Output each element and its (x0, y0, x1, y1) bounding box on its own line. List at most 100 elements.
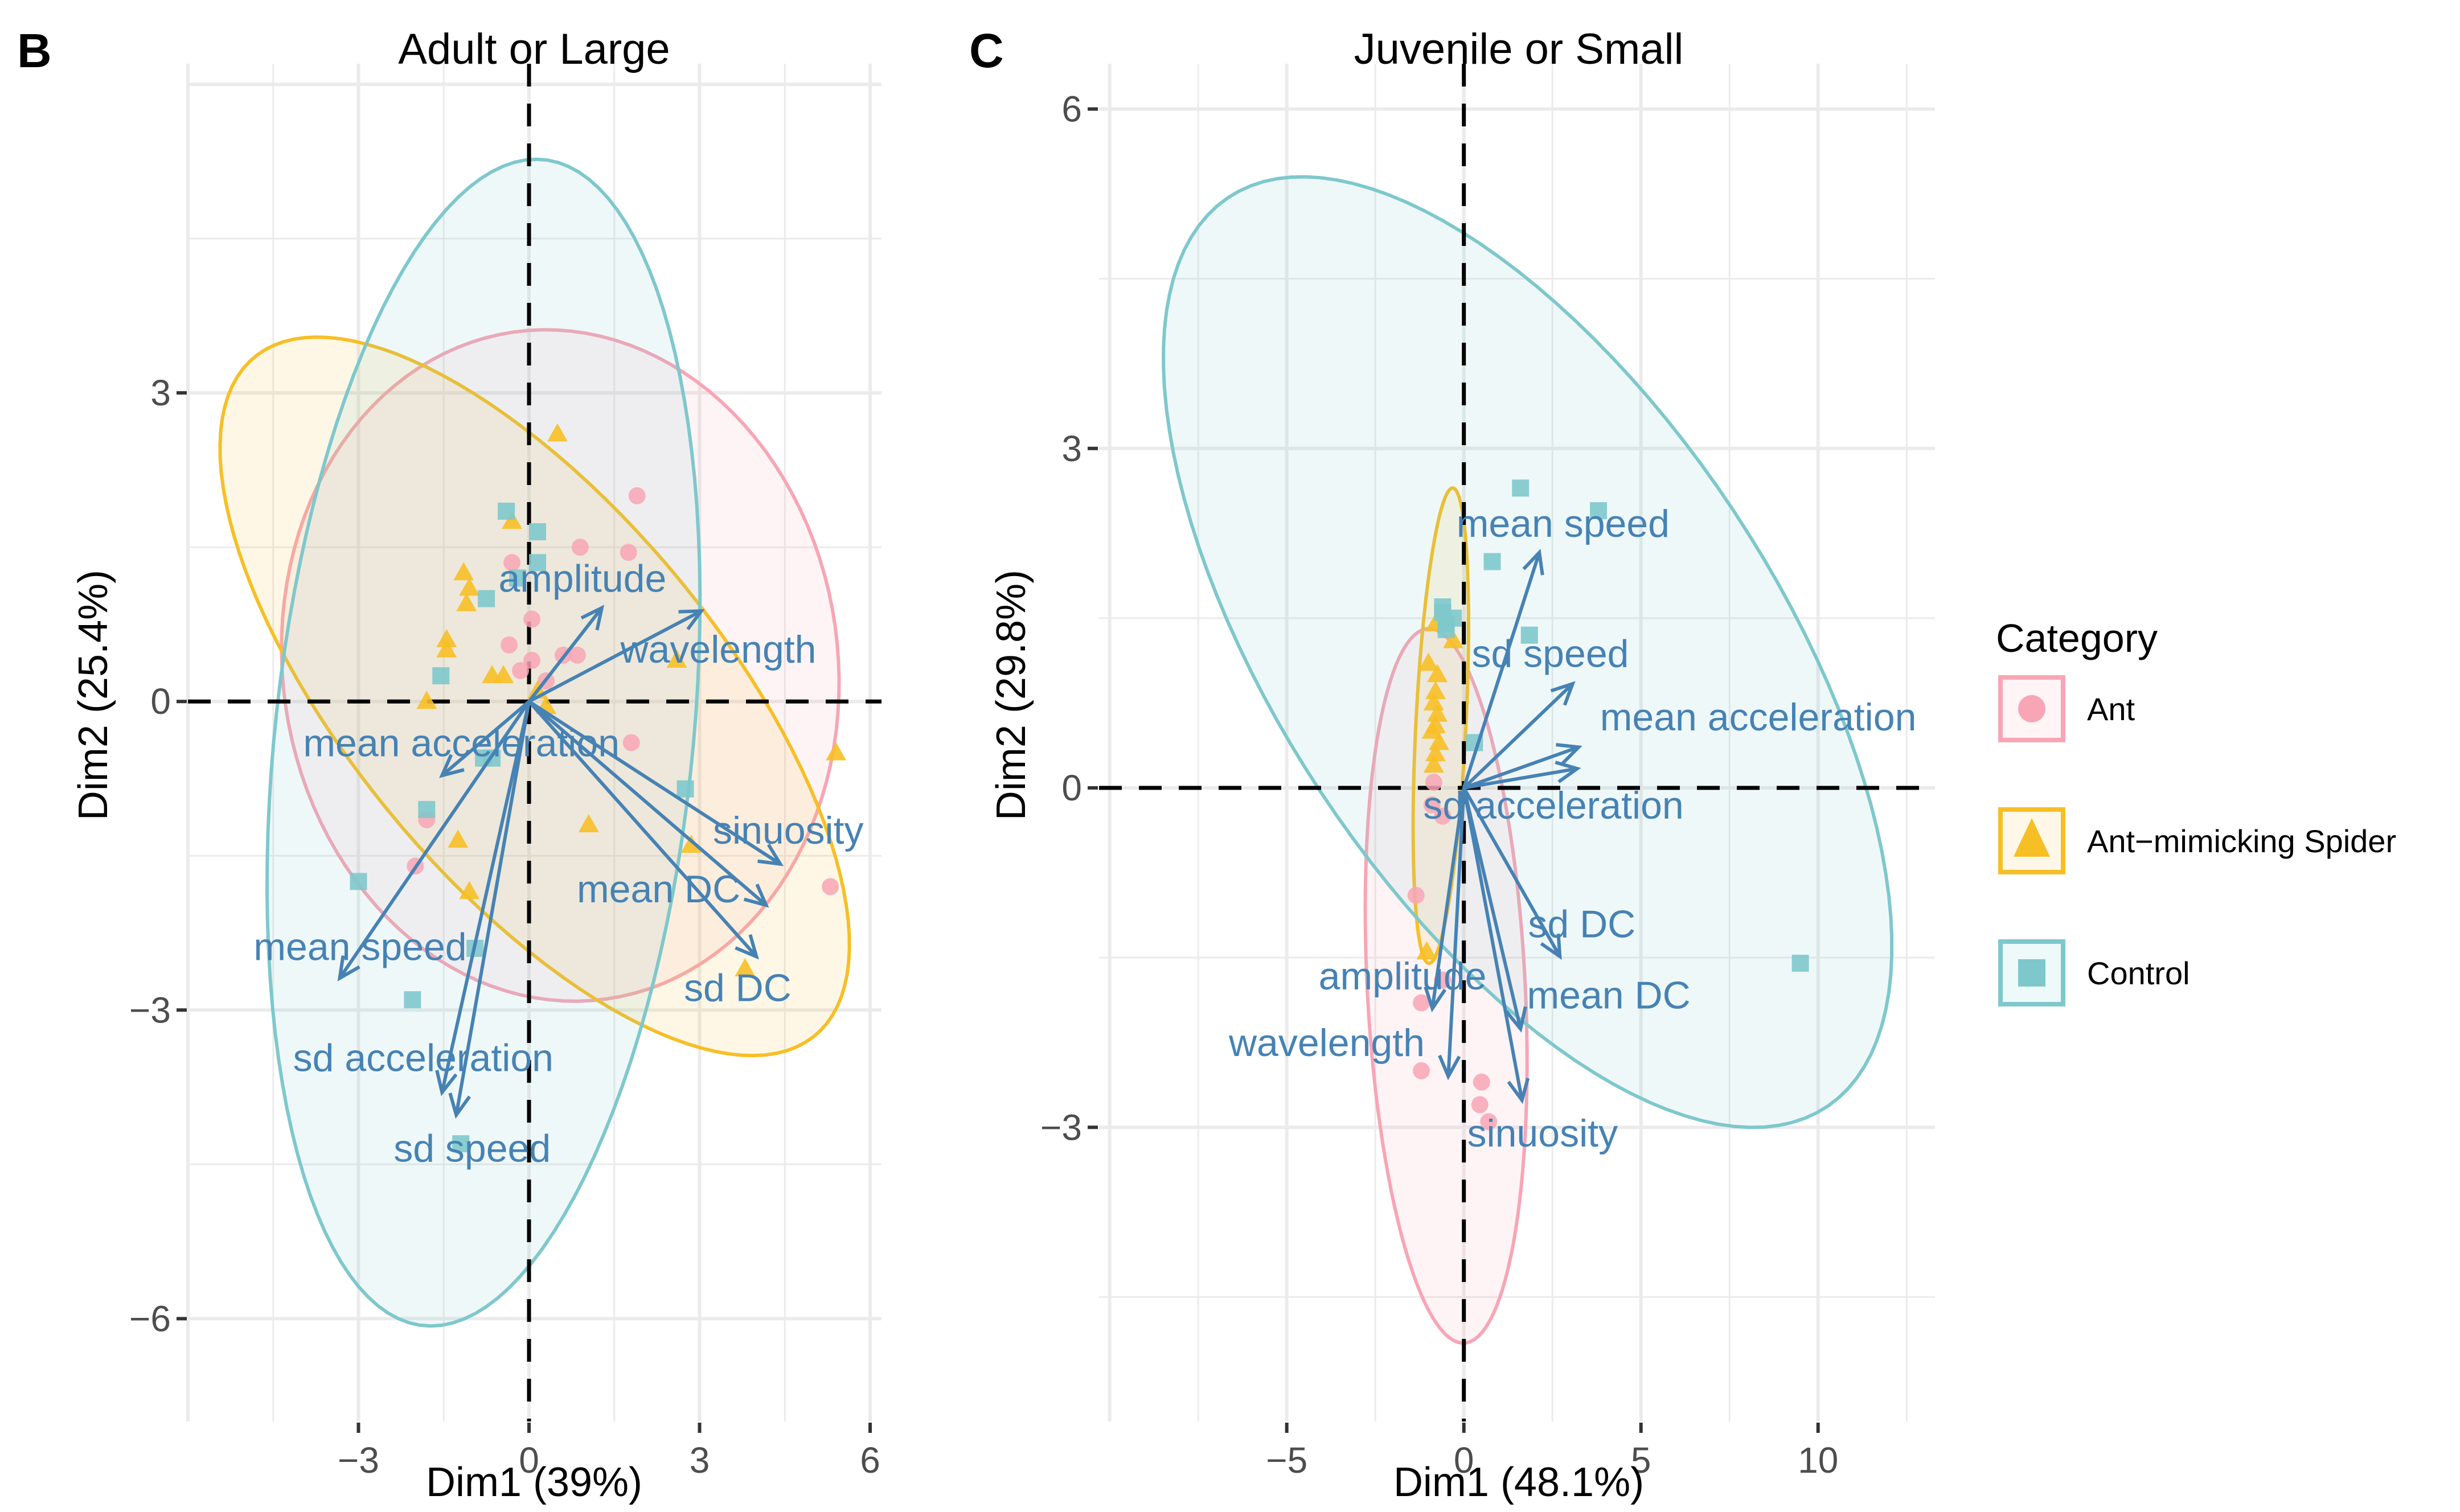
y-tick-label: 0 (1061, 767, 1082, 808)
arrow-sd-acceleration (440, 701, 531, 1093)
point-ant-mimicking-spider (502, 511, 523, 529)
arrow-sd-dc (1462, 787, 1561, 958)
arrow-sd-acceleration (1463, 767, 1578, 790)
point-ant-mimicking-spider (547, 423, 568, 442)
point-ant (503, 554, 521, 572)
point-ant-mimicking-spider (459, 577, 480, 596)
ellipses-c (1162, 175, 1894, 1345)
arrowhead-mean-speed (337, 955, 360, 981)
point-control (478, 590, 495, 607)
point-control (1590, 502, 1608, 520)
variable-label-sd-acceleration: sd acceleration (293, 1036, 554, 1079)
arrowhead-sd-speed (448, 1092, 472, 1119)
y-tick-label: 0 (150, 681, 171, 722)
panel-title-b: Adult or Large (398, 25, 670, 73)
x-tick-label: −3 (338, 1440, 379, 1481)
y-tick-label: −3 (129, 989, 171, 1030)
arrowhead-mean-acceleration (439, 754, 465, 778)
point-ant (1425, 774, 1442, 791)
point-ant-mimicking-spider (1427, 703, 1448, 722)
point-control (1483, 553, 1501, 570)
panel-tag-b: B (17, 24, 52, 77)
point-ant (620, 544, 637, 561)
variable-label-mean-dc: mean DC (1527, 974, 1690, 1017)
variable-label-mean-dc: mean DC (577, 868, 740, 911)
point-ant (1407, 886, 1425, 904)
variable-label-sd-dc: sd DC (1528, 903, 1635, 946)
arrowhead-sd-acceleration (435, 1070, 458, 1096)
point-ant-mimicking-spider (1416, 941, 1437, 960)
point-ant (523, 610, 541, 628)
point-ant-mimicking-spider (1423, 754, 1444, 773)
point-ant-mimicking-spider (448, 829, 469, 848)
point-control (1520, 626, 1538, 644)
point-ant (622, 734, 640, 751)
arrowhead-wavelength (678, 609, 705, 631)
x-tick-label: 6 (860, 1440, 880, 1481)
arrow-mean-dc (1462, 787, 1523, 1030)
variable-label-mean-speed: mean speed (1457, 502, 1670, 545)
arrowhead-sd-acceleration (1555, 761, 1581, 783)
y-tick-label: 3 (1061, 428, 1082, 469)
point-control (528, 554, 546, 572)
legend-square-icon (2018, 959, 2045, 987)
axes-b: −3 0 3 6 −6 −3 0 3 (129, 372, 880, 1481)
x-tick-label: 3 (690, 1440, 710, 1481)
point-ant-mimicking-spider (453, 562, 474, 581)
point-ant-mimicking-spider (493, 665, 514, 684)
legend-key-box (1998, 939, 2065, 1006)
point-ant (568, 646, 586, 664)
point-ant-mimicking-spider (735, 958, 756, 976)
variable-label-mean-speed: mean speed (253, 925, 466, 968)
legend-label: Ant (2087, 691, 2135, 727)
point-control (418, 800, 436, 818)
point-ant (512, 662, 530, 680)
y-axis-title-b: Dim2 (25.4%) (71, 570, 116, 820)
arrow-mean-speed (1462, 552, 1541, 788)
legend-item-control: Control (1998, 939, 2190, 1006)
point-ant-mimicking-spider (1421, 720, 1442, 739)
legend-item-ant-mimicking-spider: Ant−mimicking Spider (1998, 807, 2396, 874)
arrow-amplitude (527, 606, 604, 703)
x-tick-label: 0 (519, 1440, 539, 1481)
x-tick-label: 0 (1454, 1440, 1474, 1481)
confidence-ellipse-control (265, 157, 702, 1328)
arrow-mean-speed (338, 700, 531, 979)
arrow-wavelength (1446, 787, 1466, 1077)
point-control (528, 523, 546, 541)
point-ant (822, 878, 839, 895)
point-ant-mimicking-spider (680, 835, 702, 853)
point-ant-mimicking-spider (416, 691, 437, 709)
variable-label-mean-acceleration: mean acceleration (1600, 696, 1917, 739)
variable-label-amplitude: amplitude (498, 557, 666, 600)
point-ant-mimicking-spider (459, 881, 480, 899)
axes-c: −5 0 5 10 −3 0 3 6 (1040, 89, 1838, 1481)
x-axis-title-b: Dim1 (39%) (426, 1460, 642, 1505)
legend-circle-icon (2018, 695, 2045, 722)
point-control (1437, 621, 1455, 638)
reference-lines-b (188, 64, 882, 1421)
point-ant-mimicking-spider (1429, 732, 1450, 750)
arrow-sd-dc (527, 700, 758, 958)
confidence-ellipse-control (1162, 175, 1894, 1129)
panel-juvenile-or-small: C Juvenile or Small mean speed sd speed me… (969, 24, 1935, 1505)
legend-triangle-icon (2014, 818, 2050, 857)
arrowhead-mean-dc (743, 884, 769, 908)
point-ant (523, 651, 541, 669)
point-ant (1480, 1113, 1498, 1131)
point-ant (1423, 796, 1441, 813)
arrowhead-sd-dc (735, 934, 759, 960)
arrow-mean-dc (528, 700, 768, 907)
point-ant-mimicking-spider (1443, 630, 1464, 648)
variable-label-sd-speed: sd speed (393, 1127, 551, 1170)
arrowhead-amplitude (1424, 986, 1447, 1013)
point-control (1512, 479, 1530, 497)
x-axis-title-c: Dim1 (48.1%) (1393, 1460, 1644, 1505)
point-control (432, 667, 450, 685)
point-ant (1434, 807, 1452, 825)
arrowhead-mean-speed (1522, 549, 1544, 576)
variable-label-wavelength: wavelength (1228, 1021, 1425, 1065)
arrowhead-sinuosity (1507, 1078, 1530, 1104)
x-tick-label: 10 (1798, 1440, 1838, 1481)
